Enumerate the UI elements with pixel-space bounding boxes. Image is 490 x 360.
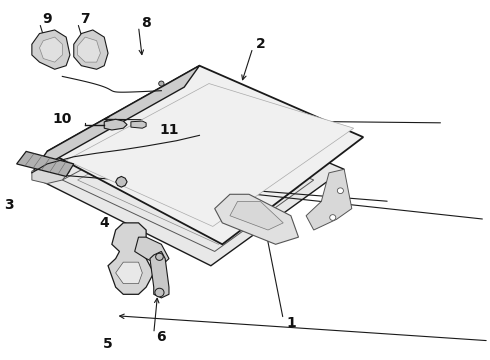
Polygon shape <box>40 98 344 266</box>
Circle shape <box>337 188 343 194</box>
Circle shape <box>159 81 164 86</box>
Polygon shape <box>74 30 108 69</box>
Polygon shape <box>104 119 127 130</box>
Polygon shape <box>116 262 142 284</box>
Polygon shape <box>32 66 199 173</box>
Polygon shape <box>62 123 314 251</box>
Text: 8: 8 <box>141 16 151 30</box>
Text: 11: 11 <box>159 123 179 137</box>
Polygon shape <box>215 194 298 244</box>
Polygon shape <box>108 223 154 294</box>
Polygon shape <box>32 167 70 184</box>
Text: 7: 7 <box>80 12 90 26</box>
Text: 10: 10 <box>52 112 72 126</box>
Polygon shape <box>230 202 283 230</box>
Polygon shape <box>66 84 354 226</box>
Text: 6: 6 <box>156 330 166 344</box>
Polygon shape <box>135 237 169 266</box>
Polygon shape <box>17 152 74 176</box>
Polygon shape <box>77 37 100 62</box>
Polygon shape <box>32 30 70 69</box>
Text: 1: 1 <box>286 316 296 330</box>
Text: 4: 4 <box>99 216 109 230</box>
Circle shape <box>156 253 163 260</box>
Text: 3: 3 <box>4 198 14 212</box>
Polygon shape <box>131 121 146 128</box>
Polygon shape <box>47 66 363 244</box>
Text: 9: 9 <box>42 12 52 26</box>
Text: 2: 2 <box>255 37 265 51</box>
Text: 5: 5 <box>103 337 113 351</box>
Polygon shape <box>77 134 298 244</box>
Polygon shape <box>306 169 352 230</box>
Polygon shape <box>150 251 169 298</box>
Circle shape <box>330 215 336 220</box>
Polygon shape <box>116 176 127 187</box>
Polygon shape <box>40 37 62 62</box>
Circle shape <box>155 288 164 297</box>
